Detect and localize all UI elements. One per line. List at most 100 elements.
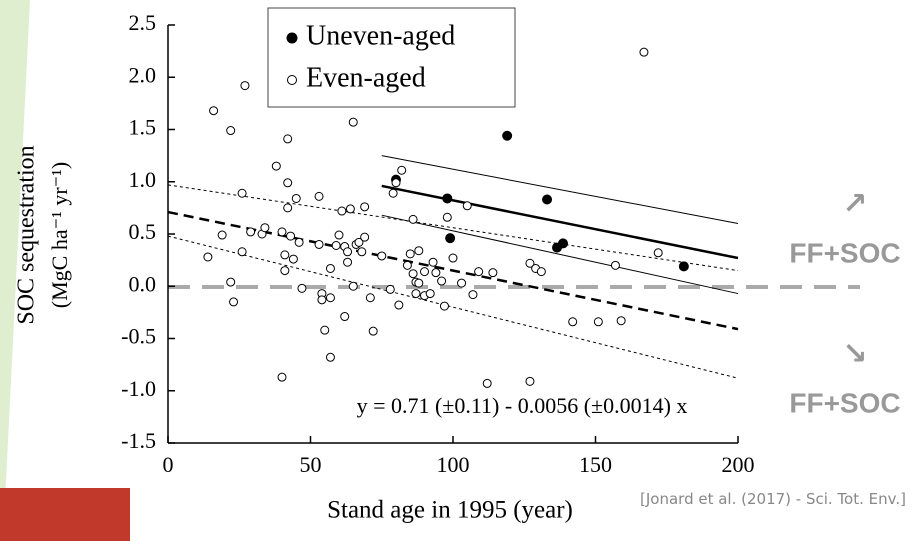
y-tick-label: -0.5 xyxy=(121,324,156,349)
y-tick-label: 1.5 xyxy=(129,115,157,140)
x-tick-label: 0 xyxy=(163,452,174,477)
point xyxy=(297,283,307,293)
decor-block xyxy=(0,488,130,541)
point xyxy=(348,281,358,291)
point xyxy=(337,206,347,216)
point xyxy=(442,193,453,204)
point xyxy=(542,194,553,205)
point xyxy=(360,202,370,212)
point xyxy=(348,117,358,127)
point xyxy=(291,193,301,203)
legend-box xyxy=(267,7,516,108)
point xyxy=(425,289,435,299)
point xyxy=(411,289,421,299)
legend-marker xyxy=(286,32,298,44)
point xyxy=(203,252,213,262)
legend-label: Uneven-aged xyxy=(306,20,455,51)
point xyxy=(325,293,335,303)
point xyxy=(325,352,335,362)
point xyxy=(283,178,293,188)
point xyxy=(288,254,298,264)
point xyxy=(283,203,293,213)
y-tick-label: 0.0 xyxy=(129,271,157,296)
point xyxy=(314,191,324,201)
citation: [Jonard et al. (2017) - Sci. Tot. Env.] xyxy=(640,490,906,508)
point xyxy=(357,247,367,257)
point xyxy=(639,47,649,57)
fit-line xyxy=(381,184,739,260)
point xyxy=(345,204,355,214)
fit-line xyxy=(167,235,739,379)
point xyxy=(678,261,689,272)
point xyxy=(525,376,535,386)
legend: Uneven-aged Even-aged xyxy=(267,7,516,108)
point xyxy=(431,268,441,278)
point xyxy=(229,297,239,307)
point xyxy=(280,250,290,260)
point xyxy=(388,188,398,198)
point xyxy=(368,326,378,336)
point xyxy=(457,278,467,288)
x-tick-label: 200 xyxy=(722,452,755,477)
point xyxy=(226,277,236,287)
point xyxy=(365,293,375,303)
point xyxy=(317,295,327,305)
point xyxy=(260,223,270,233)
legend-marker xyxy=(287,75,297,85)
point xyxy=(340,312,350,322)
equation: y = 0.71 (±0.11) - 0.0056 (±0.0014) x xyxy=(357,393,688,418)
x-axis-label: Stand age in 1995 (year) xyxy=(327,497,573,524)
point xyxy=(536,267,546,277)
fit-line xyxy=(167,184,739,272)
point xyxy=(474,267,484,277)
x-tick-label: 100 xyxy=(437,452,470,477)
point xyxy=(610,260,620,270)
point xyxy=(334,230,344,240)
fit-line xyxy=(381,155,739,225)
legend-label: Even-aged xyxy=(306,62,426,93)
point xyxy=(217,230,227,240)
y-tick-label: 2.5 xyxy=(129,10,157,35)
x-tick-label: 150 xyxy=(579,452,612,477)
point xyxy=(525,258,535,268)
point xyxy=(283,134,293,144)
fit-line xyxy=(381,214,739,295)
point xyxy=(593,317,603,327)
y-tick-label: -1.0 xyxy=(121,376,156,401)
y-tick-label: -1.5 xyxy=(121,428,156,453)
point xyxy=(377,251,387,261)
x-tick-label: 50 xyxy=(300,452,322,477)
point xyxy=(414,278,424,288)
arrow-icon: ↗ xyxy=(842,187,867,222)
point xyxy=(240,81,250,91)
point xyxy=(488,268,498,278)
point xyxy=(314,239,324,249)
point xyxy=(280,266,290,276)
point xyxy=(286,231,296,241)
point xyxy=(226,126,236,136)
point xyxy=(414,246,424,256)
point xyxy=(320,325,330,335)
point xyxy=(402,260,412,270)
point xyxy=(482,378,492,388)
point xyxy=(394,300,404,310)
point xyxy=(277,227,287,237)
y-tick-label: 0.5 xyxy=(129,219,157,244)
point xyxy=(385,284,395,294)
point xyxy=(420,267,429,277)
decor xyxy=(0,0,30,541)
point xyxy=(343,247,353,257)
side-note: FF+SOC xyxy=(789,237,900,268)
point xyxy=(653,248,663,258)
y-tick-label: 1.0 xyxy=(129,167,157,192)
point xyxy=(209,106,219,116)
point xyxy=(408,214,418,224)
point xyxy=(558,238,569,249)
side-note: FF+SOC xyxy=(789,387,900,418)
point xyxy=(428,257,438,267)
arrow-icon: ↘ xyxy=(842,337,867,372)
point xyxy=(468,290,478,300)
point xyxy=(294,237,304,247)
